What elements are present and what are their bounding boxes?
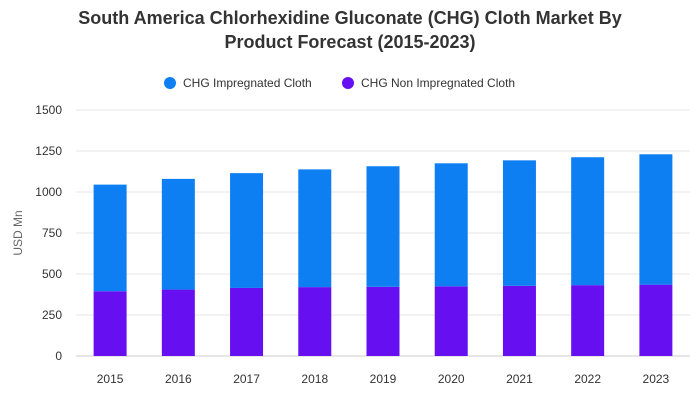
bar-chg-non-impregnated-cloth-2015	[93, 291, 127, 356]
legend: CHG Impregnated Cloth CHG Non Impregnated…	[164, 76, 515, 90]
y-tick-label: 1500	[35, 103, 62, 117]
y-tick-label: 1250	[35, 144, 62, 158]
y-tick-label: 750	[42, 226, 62, 240]
bar-chg-impregnated-cloth-2023	[639, 154, 673, 285]
x-axis: 2015 2016 2017 2018 2019 2020 2021 2022 2023	[97, 372, 670, 386]
bar-chg-impregnated-cloth-2017	[230, 173, 264, 288]
legend-label: CHG Impregnated Cloth	[183, 76, 312, 90]
legend-label: CHG Non Impregnated Cloth	[361, 76, 515, 90]
y-axis-label: USD Mn	[11, 210, 25, 255]
x-tick-label: 2017	[233, 372, 260, 386]
bar-chg-non-impregnated-cloth-2016	[161, 289, 195, 356]
bar-chg-non-impregnated-cloth-2022	[571, 285, 605, 356]
y-tick-label: 0	[55, 349, 62, 363]
bar-chg-impregnated-cloth-2019	[366, 166, 400, 287]
legend-item[interactable]: CHG Non Impregnated Cloth	[342, 76, 515, 90]
bar-chg-non-impregnated-cloth-2018	[298, 287, 332, 356]
legend-marker	[342, 77, 354, 89]
y-axis: 0 250 500 750 1000 1250 1500	[35, 103, 62, 363]
bar-chg-impregnated-cloth-2015	[93, 184, 127, 292]
x-tick-label: 2016	[165, 372, 192, 386]
x-tick-label: 2018	[301, 372, 328, 386]
bar-chg-impregnated-cloth-2021	[502, 160, 536, 286]
legend-item[interactable]: CHG Impregnated Cloth	[164, 76, 312, 90]
y-tick-label: 500	[42, 267, 62, 281]
bar-chg-impregnated-cloth-2022	[571, 157, 605, 286]
x-tick-label: 2021	[506, 372, 533, 386]
bar-chg-impregnated-cloth-2016	[161, 178, 195, 290]
chart-title: South America Chlorhexidine Gluconate (C…	[78, 8, 621, 52]
x-tick-label: 2020	[438, 372, 465, 386]
chart-title-line-2: Product Forecast (2015-2023)	[224, 32, 475, 52]
bar-chg-non-impregnated-cloth-2020	[434, 286, 468, 356]
bar-chg-impregnated-cloth-2020	[434, 163, 468, 287]
y-tick-label: 1000	[35, 185, 62, 199]
bar-chg-non-impregnated-cloth-2019	[366, 286, 400, 356]
legend-marker	[164, 77, 176, 89]
x-tick-label: 2019	[370, 372, 397, 386]
x-tick-label: 2023	[643, 372, 670, 386]
bar-chg-impregnated-cloth-2018	[298, 169, 332, 288]
x-tick-label: 2022	[574, 372, 601, 386]
bars	[93, 154, 673, 356]
y-tick-label: 250	[42, 308, 62, 322]
bar-chg-non-impregnated-cloth-2021	[502, 285, 536, 356]
bar-chg-non-impregnated-cloth-2023	[639, 284, 673, 356]
bar-chg-non-impregnated-cloth-2017	[230, 287, 264, 356]
x-tick-label: 2015	[97, 372, 124, 386]
chart-title-line-1: South America Chlorhexidine Gluconate (C…	[78, 8, 621, 28]
